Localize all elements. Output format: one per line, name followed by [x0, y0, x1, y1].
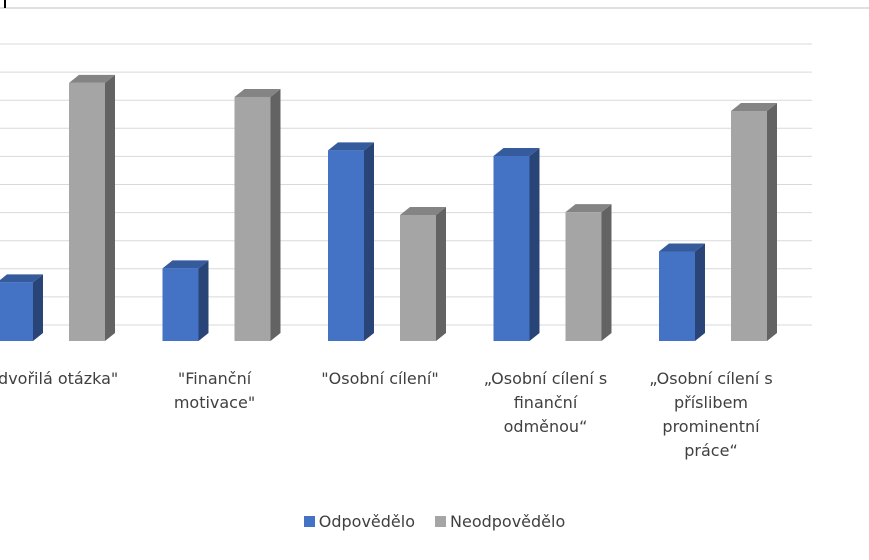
bar-top	[493, 147, 540, 156]
legend-swatch	[435, 516, 446, 527]
x-tick-label: "Zdvořilá otázka"	[0, 369, 119, 388]
bar	[565, 212, 602, 341]
legend-label: Odpovědělo	[318, 512, 415, 531]
bar-top	[731, 103, 777, 112]
x-tick-label: „Osobní cílení s příslibem prominentní p…	[649, 369, 773, 460]
bar	[0, 282, 33, 341]
bar-side	[33, 274, 43, 341]
bar	[659, 251, 695, 341]
bar	[400, 214, 436, 341]
bar-side	[695, 243, 705, 341]
legend-swatch	[303, 516, 315, 527]
bar-top	[0, 274, 43, 283]
bar	[69, 82, 105, 341]
x-tick-label: "Finanční motivace"	[173, 369, 256, 412]
x-tick-label: "Osobní cílení"	[321, 369, 439, 388]
legend-item: Odpovědělo	[303, 512, 415, 531]
bar-top	[234, 88, 281, 97]
bar	[328, 150, 364, 341]
bar-top	[328, 142, 374, 151]
bar-top	[162, 260, 209, 269]
bar-side	[270, 88, 281, 342]
bar-top	[565, 204, 612, 213]
bar-top	[69, 74, 115, 83]
legend: Odpovědělo Neodpovědělo	[0, 512, 869, 531]
bar-top	[659, 243, 705, 252]
bar-side	[198, 260, 209, 341]
bar-side	[601, 204, 612, 341]
bar-top	[400, 206, 446, 215]
bar	[162, 268, 199, 341]
bar-side	[767, 103, 777, 341]
bar-side	[529, 147, 540, 341]
x-tick-label: „Osobní cílení s finanční odměnou“	[483, 369, 608, 436]
bar-side	[364, 142, 374, 341]
legend-label: Neodpovědělo	[450, 512, 566, 531]
bar-side	[105, 74, 115, 341]
legend-item: Neodpovědělo	[435, 512, 565, 531]
bar	[731, 111, 767, 341]
bar	[493, 155, 530, 341]
bar-side	[436, 206, 446, 341]
bar	[234, 96, 271, 342]
